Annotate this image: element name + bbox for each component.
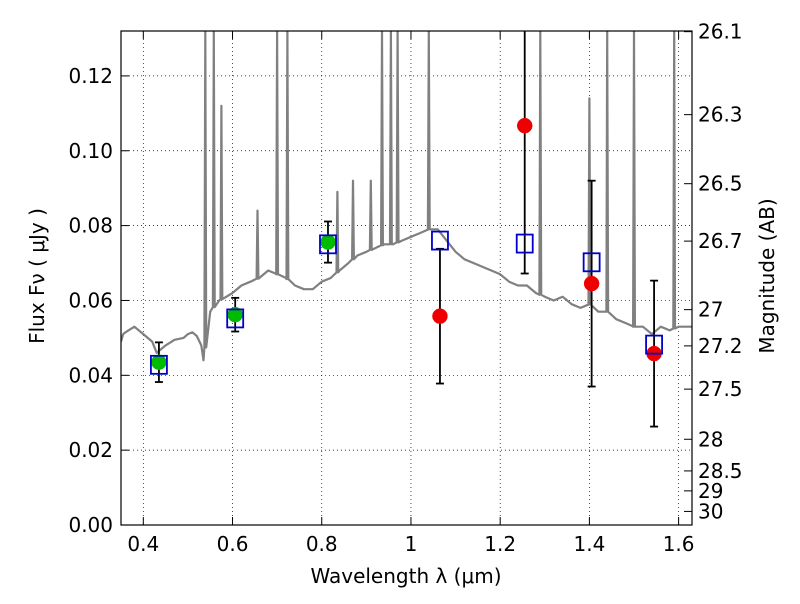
mag-tick-label: 26.1 xyxy=(698,20,743,44)
observed-points xyxy=(151,117,662,370)
mag-tick-label: 29 xyxy=(698,479,723,503)
model-band-points xyxy=(150,230,663,375)
error-bars xyxy=(154,31,659,428)
model-band-point xyxy=(645,334,663,355)
mag-tick-label: 27 xyxy=(698,298,723,322)
x-axis-label: Wavelength λ (μm) xyxy=(310,564,501,588)
model-spectrum-line xyxy=(121,31,692,362)
mag-tick-label: 26.5 xyxy=(698,172,743,196)
model-band-point xyxy=(431,230,449,251)
y-tick-label: 0.12 xyxy=(68,64,113,88)
x-tick-label: 1 xyxy=(405,532,418,556)
mag-tick-label: 27.2 xyxy=(698,334,743,358)
observed-point-green xyxy=(320,234,336,250)
model-band-point xyxy=(226,308,245,329)
observed-point-red xyxy=(432,308,448,324)
x-tick-label: 0.8 xyxy=(306,532,338,556)
observed-point-red xyxy=(583,275,600,292)
observed-point-red xyxy=(516,117,533,134)
mag-tick-label: 27.5 xyxy=(698,377,743,401)
y-tick-label: 0.08 xyxy=(68,214,113,238)
model-band-point xyxy=(582,252,601,273)
x-tick-label: 1.6 xyxy=(663,532,695,556)
x-tick-label: 0.6 xyxy=(217,532,249,556)
mag-tick-label: 26.7 xyxy=(698,229,743,253)
y-tick-label: 0.04 xyxy=(68,363,113,387)
model-band-point xyxy=(515,233,534,254)
observed-point-green xyxy=(151,354,167,370)
y2-axis-label: Magnitude (AB) xyxy=(755,198,779,353)
mag-tick-label: 30 xyxy=(698,499,723,523)
mag-tick-label: 28.5 xyxy=(698,459,743,483)
y-axis-label: Flux Fν ( μJy ) xyxy=(25,208,49,344)
y-tick-label: 0.10 xyxy=(68,139,113,163)
y-tick-label: 0.02 xyxy=(68,438,113,462)
ticks: 0.4 0.6 0.8 1 1.2 1.4 1.6 0.00 0.02 0.04 0.06 0.08 0… xyxy=(68,20,742,556)
plot-frame xyxy=(120,30,693,526)
x-tick-label: 0.4 xyxy=(127,532,159,556)
y-tick-label: 0.00 xyxy=(68,513,113,537)
model-spectrum xyxy=(121,31,692,362)
model-band-point xyxy=(319,234,337,255)
x-tick-label: 1.4 xyxy=(573,532,605,556)
x-tick-label: 1.2 xyxy=(484,532,516,556)
y-tick-label: 0.06 xyxy=(68,288,113,312)
model-band-point xyxy=(150,354,168,375)
mag-tick-label: 28 xyxy=(698,427,723,451)
mag-tick-label: 26.3 xyxy=(698,103,743,127)
